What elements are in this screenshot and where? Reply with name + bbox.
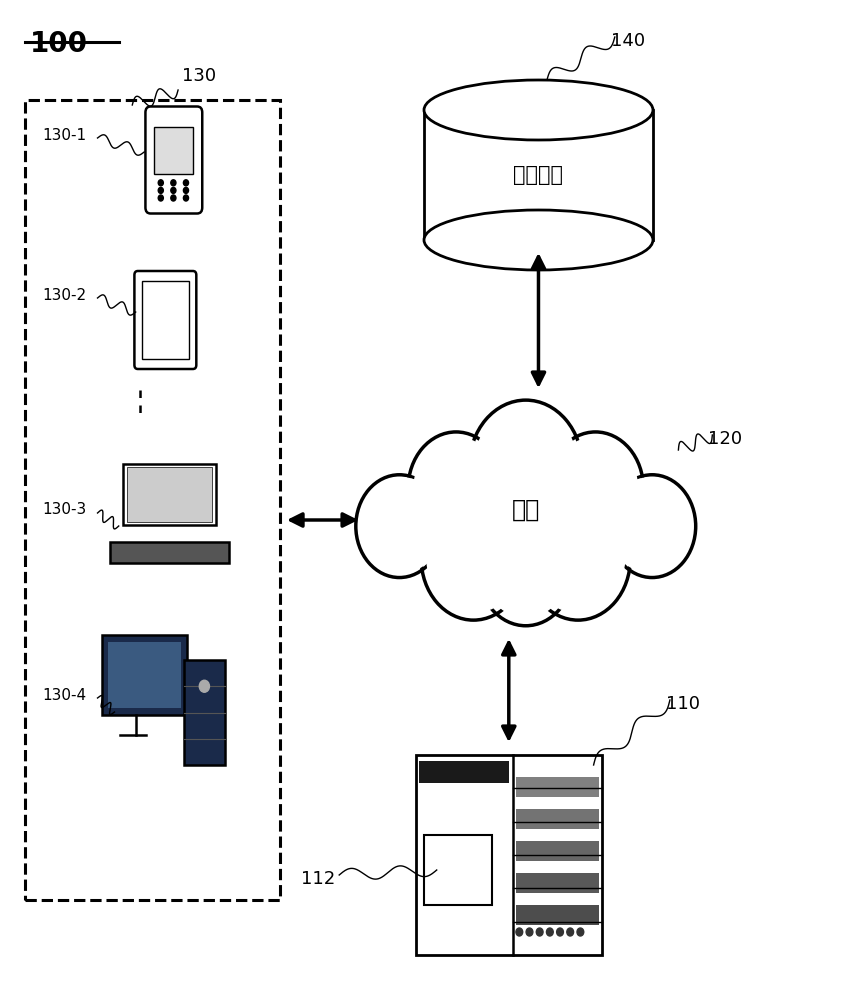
Bar (516, 873, 599, 893)
Bar (25, 100, 280, 900)
FancyBboxPatch shape (146, 106, 202, 214)
Text: 130-1: 130-1 (42, 127, 86, 142)
Circle shape (183, 180, 188, 186)
Circle shape (421, 497, 526, 620)
Circle shape (469, 400, 583, 534)
Circle shape (356, 475, 443, 578)
Text: 140: 140 (611, 32, 644, 50)
Text: 130-2: 130-2 (42, 288, 86, 302)
Circle shape (159, 195, 164, 201)
Circle shape (609, 475, 695, 578)
Circle shape (516, 928, 522, 936)
Bar (516, 905, 599, 925)
Bar (102, 635, 187, 715)
Bar (424, 110, 653, 240)
Bar (110, 542, 229, 563)
Circle shape (546, 928, 553, 936)
Circle shape (556, 928, 563, 936)
Bar (419, 761, 509, 783)
Circle shape (183, 187, 188, 193)
Circle shape (170, 180, 176, 186)
Bar (154, 127, 193, 174)
Circle shape (427, 498, 523, 612)
Bar (123, 464, 216, 525)
Bar (516, 809, 599, 829)
Circle shape (473, 408, 578, 532)
Text: 110: 110 (666, 695, 700, 713)
Text: 130-4: 130-4 (42, 688, 86, 702)
Bar (424, 835, 492, 905)
Text: 130-3: 130-3 (42, 502, 86, 518)
Text: 存储设备: 存储设备 (514, 165, 563, 185)
Circle shape (183, 195, 188, 201)
Text: 130: 130 (182, 67, 216, 85)
FancyBboxPatch shape (134, 271, 197, 369)
Circle shape (482, 513, 570, 617)
Circle shape (159, 187, 164, 193)
Circle shape (526, 928, 533, 936)
Circle shape (170, 187, 176, 193)
Circle shape (566, 928, 573, 936)
Circle shape (550, 438, 638, 542)
Circle shape (159, 180, 164, 186)
Bar (516, 841, 599, 861)
Circle shape (408, 432, 504, 545)
Circle shape (548, 432, 644, 545)
Circle shape (577, 928, 583, 936)
Bar (142, 281, 189, 359)
Ellipse shape (424, 210, 653, 270)
Ellipse shape (424, 80, 653, 140)
Bar (516, 777, 599, 797)
Circle shape (414, 438, 502, 542)
Text: 网络: 网络 (511, 498, 540, 522)
Circle shape (536, 928, 543, 936)
Circle shape (526, 497, 630, 620)
Bar (184, 660, 225, 765)
Text: 112: 112 (301, 870, 335, 888)
Bar (127, 467, 212, 522)
Circle shape (528, 498, 625, 612)
Text: 120: 120 (708, 430, 742, 448)
Bar (108, 642, 181, 708)
Circle shape (199, 680, 209, 692)
Bar (416, 755, 602, 955)
Circle shape (170, 195, 176, 201)
Circle shape (609, 478, 689, 572)
Text: 100: 100 (30, 30, 87, 58)
Circle shape (477, 513, 574, 626)
Circle shape (363, 478, 443, 572)
